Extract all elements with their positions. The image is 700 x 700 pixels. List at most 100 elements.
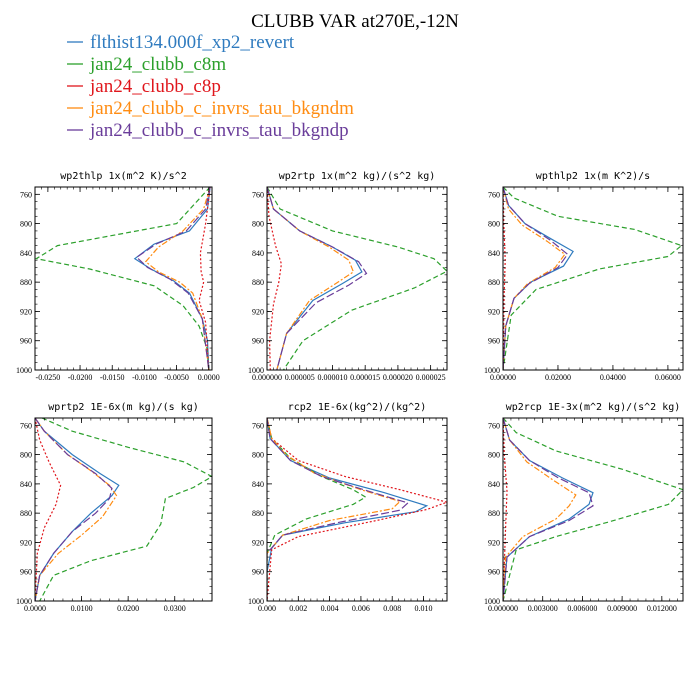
y-tick-label: 800 <box>488 220 500 229</box>
series-line <box>503 187 569 370</box>
x-tick-label: 0.0000 <box>24 604 46 613</box>
y-tick-label: 1000 <box>248 597 264 606</box>
x-tick-label: 0.000020 <box>383 373 413 382</box>
series-group <box>503 187 683 370</box>
y-tick-label: 920 <box>488 307 500 316</box>
x-tick-label: 0.003000 <box>528 604 558 613</box>
y-tick-label: 960 <box>488 337 500 346</box>
y-tick-label: 920 <box>20 307 32 316</box>
x-tick-label: -0.0150 <box>100 373 125 382</box>
series-line <box>267 187 368 370</box>
legend: flthist134.000f_xp2_revertjan24_clubb_c8… <box>67 32 354 141</box>
y-tick-label: 1000 <box>16 366 32 375</box>
series-group <box>267 418 447 601</box>
series-group <box>35 187 211 370</box>
series-line <box>198 187 211 370</box>
y-tick-label: 760 <box>252 421 264 430</box>
series-line <box>503 418 683 601</box>
y-tick-label: 1000 <box>484 597 500 606</box>
series-line <box>35 418 118 601</box>
series-line <box>503 418 508 601</box>
series-line <box>267 418 447 601</box>
series-line <box>35 187 211 370</box>
panel-title: wpthlp2 1x(m K^2)/s <box>536 171 650 182</box>
series-line <box>503 418 594 601</box>
x-tick-label: 0.0100 <box>71 604 93 613</box>
y-tick-label: 840 <box>488 249 500 258</box>
y-tick-label: 840 <box>252 480 264 489</box>
series-line <box>267 418 367 601</box>
x-tick-label: 0.010 <box>415 604 433 613</box>
plot-frame <box>502 186 684 371</box>
y-tick-label: 880 <box>252 509 264 518</box>
plot-frame <box>502 417 684 602</box>
chart-panel-5: rcp2 1E-6x(kg^2)/(kg^2) 760 800 840 880 920 96… <box>248 402 448 613</box>
series-line <box>267 418 402 601</box>
y-tick-label: 760 <box>488 421 500 430</box>
y-tick-label: 760 <box>488 190 500 199</box>
chart-panel-2: wp2rtp 1x(m^2 kg)/(s^2 kg) 760 800 840 880 92… <box>248 171 448 382</box>
y-tick-label: 920 <box>252 538 264 547</box>
x-tick-label: 0.008 <box>383 604 401 613</box>
series-line <box>503 187 566 370</box>
y-tick-label: 960 <box>488 568 500 577</box>
chart-panels: wp2thlp 1x(m^2 K)/s^2 760 800 840 880 920 960 1… <box>16 171 684 613</box>
y-tick-label: 960 <box>252 568 264 577</box>
y-tick-label: 920 <box>20 538 32 547</box>
figure-title: CLUBB VAR at270E,-12N <box>251 11 459 32</box>
panel-title: rcp2 1E-6x(kg^2)/(kg^2) <box>288 402 426 413</box>
x-tick-label: 0.04000 <box>600 373 626 382</box>
y-tick-label: 1000 <box>248 366 264 375</box>
x-tick-label: 0.012000 <box>647 604 677 613</box>
x-tick-label: 0.000025 <box>416 373 446 382</box>
x-tick-label: 0.0300 <box>164 604 186 613</box>
y-tick-label: 880 <box>252 278 264 287</box>
y-tick-label: 880 <box>20 509 32 518</box>
series-line <box>267 418 429 601</box>
series-line <box>35 418 113 601</box>
y-tick-label: 800 <box>252 451 264 460</box>
panel-title: wp2thlp 1x(m^2 K)/s^2 <box>60 171 186 182</box>
x-tick-label: 0.00000 <box>490 373 516 382</box>
x-tick-label: 0.000000 <box>252 373 282 382</box>
x-tick-label: 0.06000 <box>655 373 681 382</box>
chart-panel-3: wpthlp2 1x(m K^2)/s 760 800 840 880 920 960 100… <box>484 171 684 382</box>
y-tick-label: 840 <box>20 480 32 489</box>
x-tick-label: 0.002 <box>289 604 307 613</box>
plot-frame <box>34 417 213 602</box>
panel-title: wp2rtp 1x(m^2 kg)/(s^2 kg) <box>279 171 436 182</box>
y-tick-label: 760 <box>252 190 264 199</box>
x-tick-label: 0.009000 <box>607 604 637 613</box>
y-tick-label: 920 <box>252 307 264 316</box>
series-line <box>267 187 447 370</box>
y-tick-label: 840 <box>20 249 32 258</box>
y-tick-label: 800 <box>20 220 32 229</box>
x-tick-label: 0.02000 <box>545 373 571 382</box>
x-tick-label: -0.0250 <box>36 373 61 382</box>
series-line <box>144 187 211 370</box>
series-line <box>39 418 212 601</box>
series-line <box>35 418 62 601</box>
x-tick-label: -0.0100 <box>132 373 157 382</box>
chart-panel-1: wp2thlp 1x(m^2 K)/s^2 760 800 840 880 920 960 1… <box>16 171 220 382</box>
series-line <box>267 418 410 601</box>
x-tick-label: 0.0200 <box>117 604 139 613</box>
chart-panel-4: wprtp2 1E-6x(m kg)/(s kg) 760 800 840 880 920… <box>16 402 213 613</box>
y-tick-label: 840 <box>488 480 500 489</box>
x-tick-label: 0.000010 <box>317 373 347 382</box>
panel-title: wprtp2 1E-6x(m kg)/(s kg) <box>48 402 199 413</box>
x-tick-label: 0.006000 <box>567 604 597 613</box>
y-tick-label: 960 <box>20 337 32 346</box>
y-tick-label: 840 <box>252 249 264 258</box>
y-tick-label: 880 <box>488 278 500 287</box>
series-line <box>135 187 211 370</box>
plot-frame <box>266 186 448 371</box>
plot-frame <box>266 417 448 602</box>
x-tick-label: 0.0000 <box>198 373 220 382</box>
y-tick-label: 880 <box>20 278 32 287</box>
x-tick-label: 0.006 <box>352 604 370 613</box>
legend-entry: jan24_clubb_c_invrs_tau_bkgndm <box>89 98 354 119</box>
legend-entry: jan24_clubb_c_invrs_tau_bkgndp <box>89 120 349 141</box>
y-tick-label: 800 <box>252 220 264 229</box>
